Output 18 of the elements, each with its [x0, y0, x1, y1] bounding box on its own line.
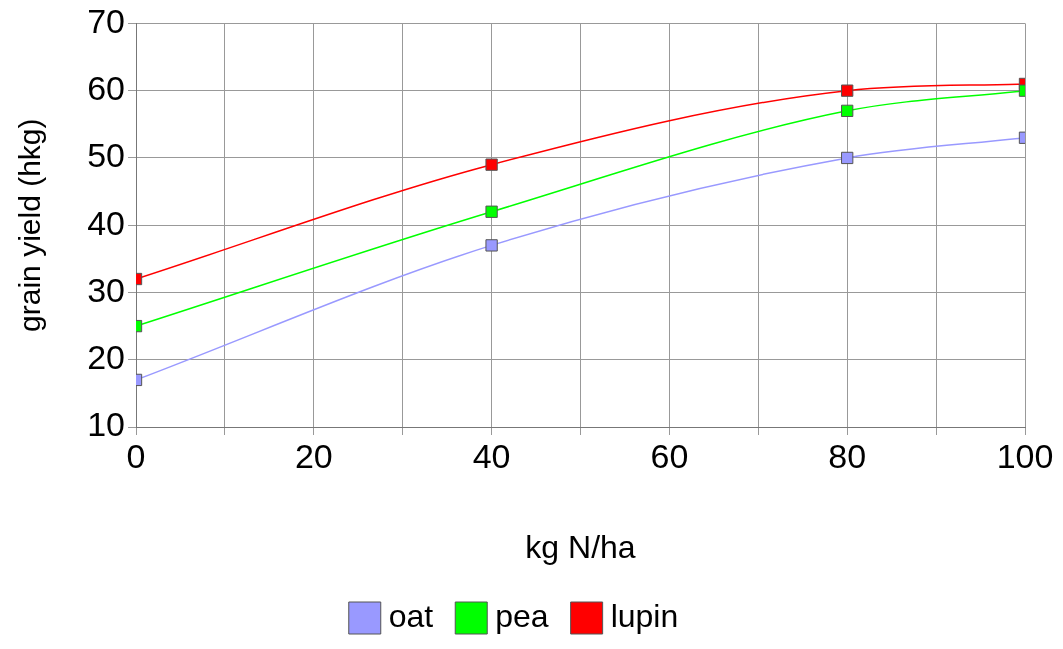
legend-label: lupin — [610, 597, 679, 634]
x-tick-label: 40 — [472, 436, 511, 475]
legend-label: pea — [495, 597, 549, 634]
y-axis-title: grain yield (hkg) — [13, 118, 47, 332]
x-axis-title: kg N/ha — [525, 528, 636, 565]
y-tick-label: 10 — [87, 405, 125, 444]
x-tick-label: 100 — [996, 436, 1054, 475]
y-tick-label: 50 — [87, 136, 125, 175]
y-tick-label: 70 — [87, 1, 125, 40]
y-tick-label: 30 — [87, 270, 125, 309]
y-tick-label: 60 — [87, 69, 125, 108]
y-tick-label: 40 — [87, 203, 125, 242]
x-tick-label: 80 — [828, 436, 867, 475]
x-tick-label: 0 — [126, 436, 146, 475]
x-tick-label: 60 — [650, 436, 689, 475]
x-tick-label: 20 — [294, 436, 333, 475]
y-tick-label: 20 — [87, 338, 125, 377]
legend-label: oat — [388, 597, 434, 634]
